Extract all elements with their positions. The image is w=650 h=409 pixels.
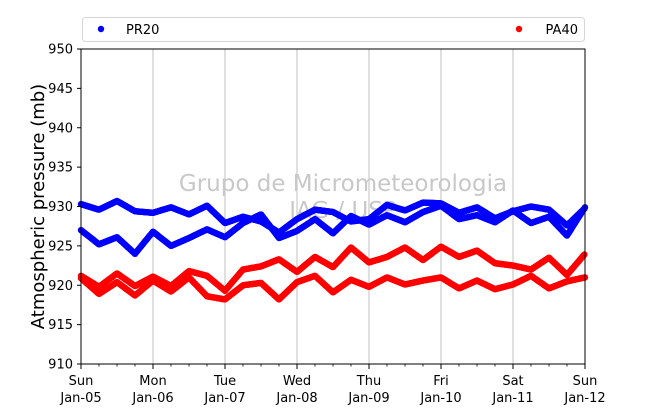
x-tick-label-day: Fri (433, 374, 449, 389)
y-tick-label: 945 (48, 82, 73, 97)
watermark-text: Grupo de Micrometeorologia (179, 171, 507, 197)
x-tick-label-day: Wed (283, 374, 311, 389)
data-point-pa40 (581, 251, 588, 258)
y-tick-label: 920 (48, 279, 73, 294)
y-tick-label: 915 (48, 318, 73, 333)
x-tick-label-day: Sun (69, 374, 94, 389)
x-tick-label-date: Jan-10 (419, 391, 461, 406)
y-tick-label: 910 (48, 358, 73, 373)
x-tick-label-date: Jan-11 (491, 391, 533, 406)
legend-marker-pa40 (515, 25, 523, 33)
x-tick-label-day: Mon (139, 374, 166, 389)
x-tick-label-date: Jan-06 (131, 391, 173, 406)
y-tick-label: 930 (48, 200, 73, 215)
x-tick-label-date: Jan-09 (347, 391, 389, 406)
legend[interactable]: PR20 PA40 (82, 17, 585, 42)
y-axis-title: Atmospheric pressure (mb) (28, 84, 49, 329)
x-tick-label-date: Jan-05 (59, 391, 101, 406)
y-tick-label: 935 (48, 161, 73, 176)
legend-marker-pr20 (97, 25, 105, 33)
x-tick-label-day: Sun (573, 374, 598, 389)
x-tick-label-day: Sat (502, 374, 523, 389)
x-tick-label-date: Jan-07 (203, 391, 245, 406)
x-tick-label-day: Thu (356, 374, 381, 389)
y-tick-label: 950 (48, 43, 73, 58)
x-tick-label-date: Jan-12 (563, 391, 605, 406)
x-tick-label-date: Jan-08 (275, 391, 317, 406)
data-series (77, 197, 589, 303)
legend-label-pr20[interactable]: PR20 (126, 23, 159, 38)
y-tick-label: 925 (48, 239, 73, 254)
x-tick-label-day: Tue (213, 374, 236, 389)
legend-label-pa40[interactable]: PA40 (546, 23, 578, 38)
y-tick-label: 940 (48, 121, 73, 136)
